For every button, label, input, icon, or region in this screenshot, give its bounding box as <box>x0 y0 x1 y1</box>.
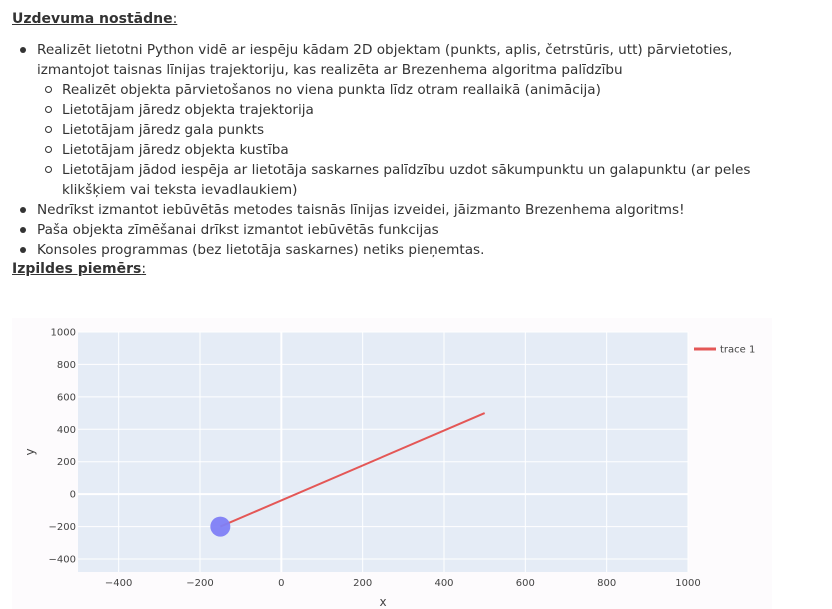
x-tick-label: 400 <box>434 578 453 589</box>
series-line <box>219 412 486 528</box>
x-axis-label: x <box>379 595 386 609</box>
legend-label: trace 1 <box>720 345 755 356</box>
task-heading: Uzdevuma nostādne: <box>12 11 177 27</box>
example-heading-text: Izpildes piemērs <box>12 261 142 277</box>
task-subitem-2: Lietotājam jāredz objekta trajektorija <box>37 100 800 120</box>
task-subitem-2-text: Lietotājam jāredz objekta trajektorija <box>62 102 314 118</box>
y-tick-label: −200 <box>49 522 76 533</box>
task-subitem-4-text: Lietotājam jāredz objekta kustība <box>62 142 289 158</box>
x-tick-label: −400 <box>105 578 132 589</box>
plot-area[interactable] <box>78 332 688 572</box>
example-heading: Izpildes piemērs: <box>12 261 146 277</box>
task-item-3: Paša objekta zīmēšanai drīkst izmantot i… <box>0 220 800 240</box>
task-subitem-3-text: Lietotājam jāredz gala punkts <box>62 122 265 138</box>
task-subitem-1: Realizēt objekta pārvietošanos no viena … <box>37 80 800 100</box>
moving-object-marker <box>210 516 231 537</box>
x-tick-labels: −400 −200 0 200 400 600 800 1000 <box>105 578 701 589</box>
task-subitem-4: Lietotājam jāredz objekta kustība <box>37 140 800 160</box>
marker-layer <box>210 516 231 537</box>
task-subitem-3: Lietotājam jāredz gala punkts <box>37 120 800 140</box>
legend[interactable]: trace 1 <box>694 345 755 356</box>
y-tick-label: 200 <box>57 457 76 468</box>
x-tick-label: 200 <box>353 578 372 589</box>
y-tick-label: 1000 <box>51 328 76 339</box>
task-item-2: Nedrīkst izmantot iebūvētās metodes tais… <box>0 200 800 220</box>
y-tick-labels: −400 −200 0 200 400 600 800 1000 <box>49 328 76 566</box>
task-heading-text: Uzdevuma nostādne <box>12 11 173 27</box>
example-heading-colon: : <box>141 261 147 277</box>
task-subitem-5-text: Lietotājam jādod iespēja ar lietotāja sa… <box>62 162 751 198</box>
task-item-1: Realizēt lietotni Python vidē ar iespēju… <box>0 40 800 200</box>
task-item-4: Konsoles programmas (bez lietotāja saska… <box>0 240 800 260</box>
x-tick-label: 1000 <box>675 578 700 589</box>
y-tick-label: 0 <box>70 490 76 501</box>
task-item-2-text: Nedrīkst izmantot iebūvētās metodes tais… <box>37 202 685 218</box>
series-lines <box>219 412 486 528</box>
task-subitem-5: Lietotājam jādod iespēja ar lietotāja sa… <box>37 160 800 200</box>
x-tick-label: 0 <box>278 578 284 589</box>
task-item-3-text: Paša objekta zīmēšanai drīkst izmantot i… <box>37 222 439 238</box>
y-axis-label: y <box>23 448 37 455</box>
x-tick-label: 600 <box>516 578 535 589</box>
task-item-4-text: Konsoles programmas (bez lietotāja saska… <box>37 242 485 258</box>
x-gridlines <box>118 332 689 572</box>
x-tick-label: −200 <box>186 578 213 589</box>
y-tick-label: 400 <box>57 425 76 436</box>
chart-svg[interactable]: −400 −200 0 200 400 600 800 1000 −400 −200 0 200 40… <box>12 318 772 609</box>
y-tick-label: 800 <box>57 360 76 371</box>
y-tick-label: −400 <box>49 555 76 566</box>
y-tick-label: 600 <box>57 392 76 403</box>
task-heading-colon: : <box>172 11 178 27</box>
task-list: Realizēt lietotni Python vidē ar iespēju… <box>0 40 800 260</box>
x-tick-label: 800 <box>597 578 616 589</box>
task-subitems: Realizēt objekta pārvietošanos no viena … <box>37 80 800 200</box>
y-gridlines <box>78 331 688 560</box>
chart[interactable]: −400 −200 0 200 400 600 800 1000 −400 −200 0 200 40… <box>12 318 772 609</box>
task-item-1-text: Realizēt lietotni Python vidē ar iespēju… <box>37 42 733 78</box>
task-subitem-1-text: Realizēt objekta pārvietošanos no viena … <box>62 82 601 98</box>
